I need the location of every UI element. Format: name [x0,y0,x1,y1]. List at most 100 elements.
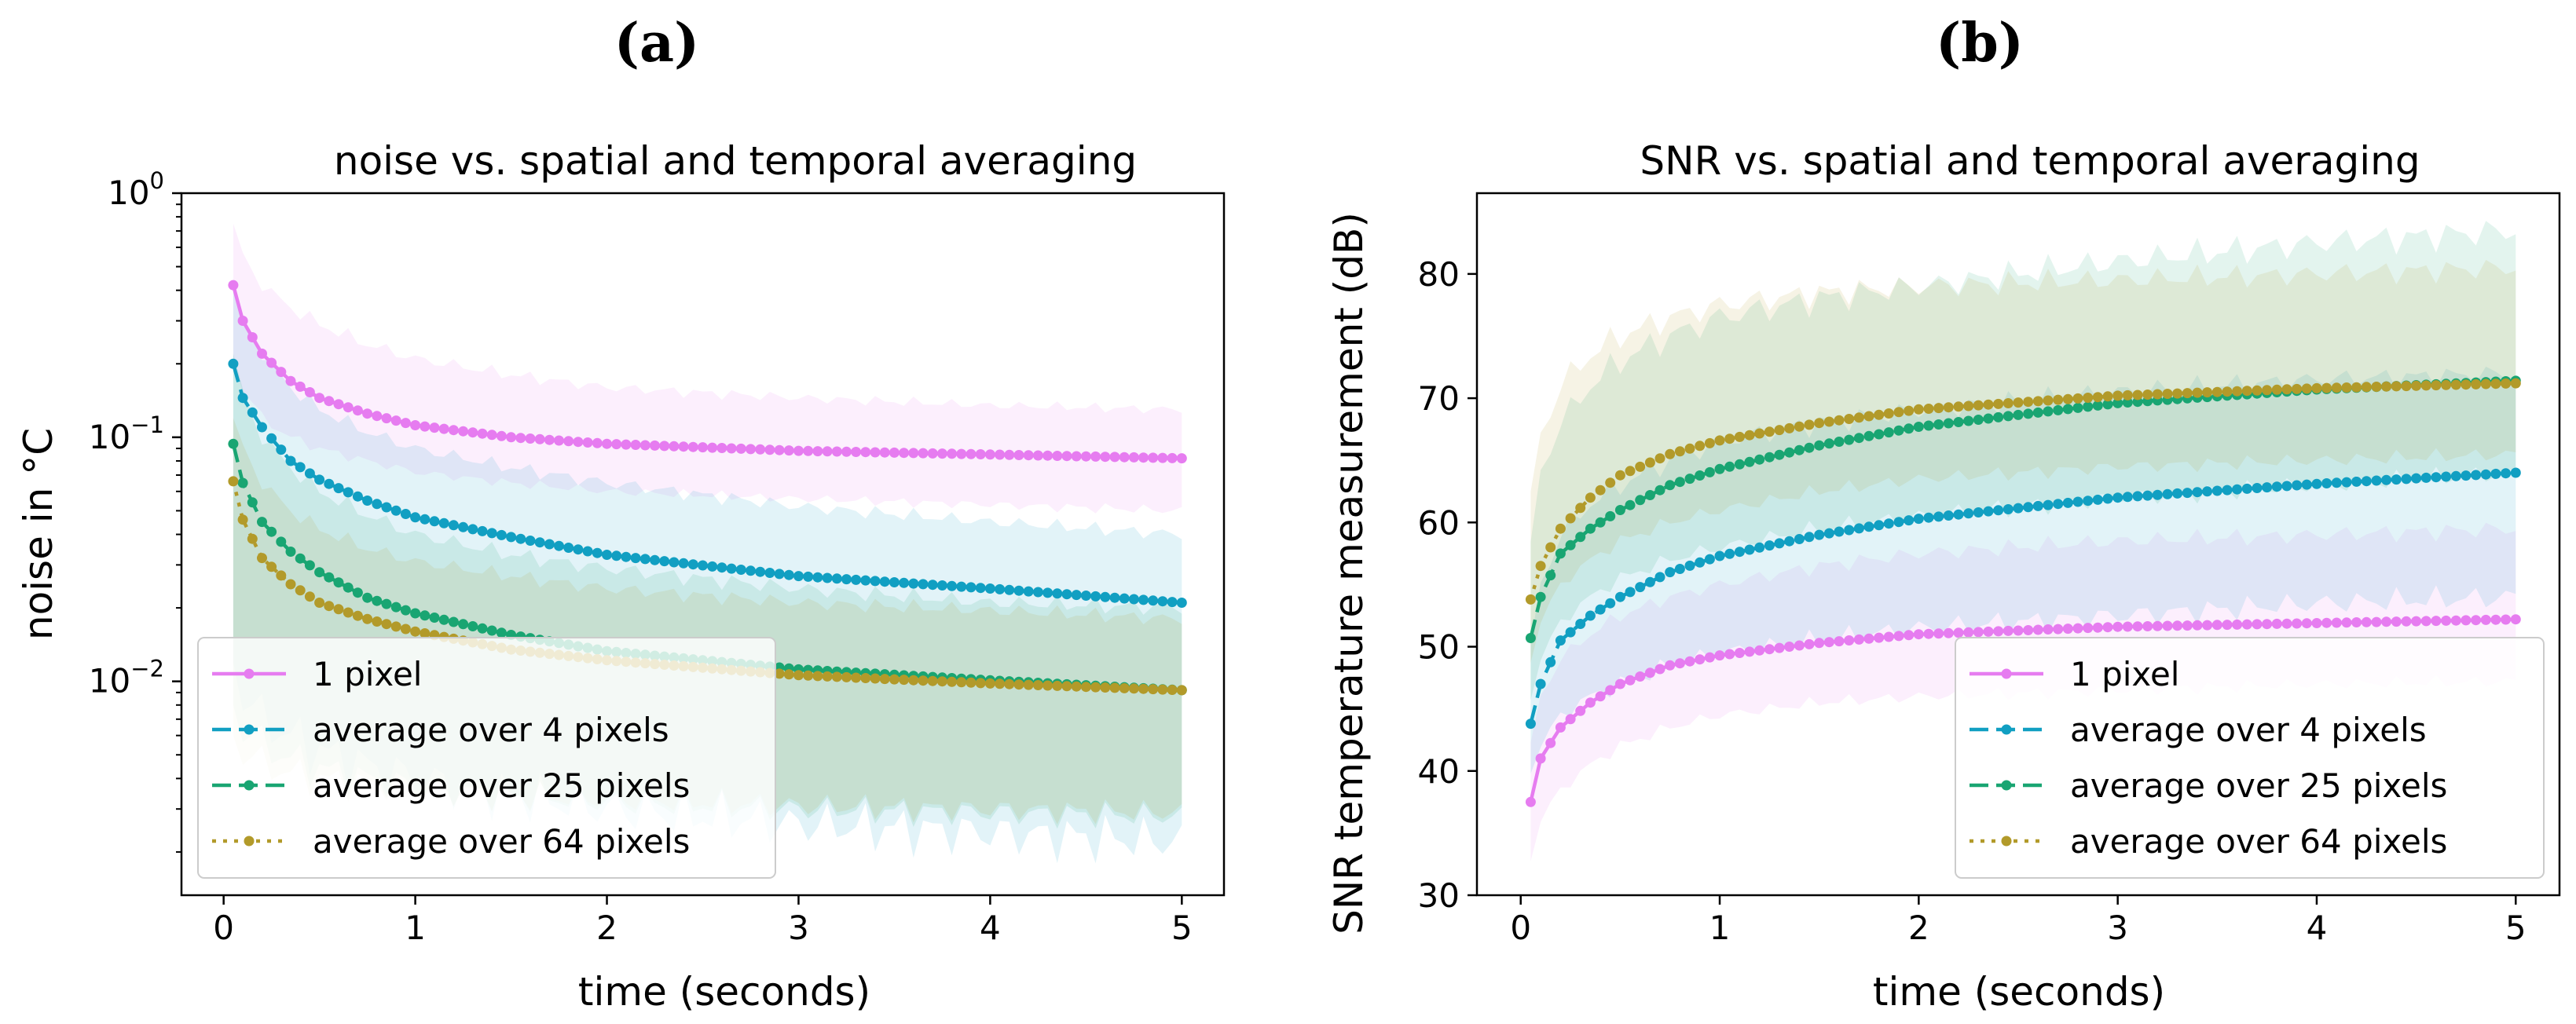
data-point [2023,625,2034,635]
data-point [1874,429,1885,440]
data-point [2112,390,2123,401]
data-point [486,625,497,636]
data-point [496,430,507,441]
snr-chart: SNR vs. spatial and temporal averaging 0… [1326,138,2561,1015]
data-point [1714,435,1725,446]
data-point [1545,542,1556,553]
data-point [372,499,383,510]
data-point [687,441,698,452]
data-point [1823,438,1834,449]
data-point [1904,630,1915,641]
data-point [2301,479,2312,490]
data-point [1933,628,1944,639]
data-point [2013,409,2024,420]
data-point [381,619,392,630]
data-point [1814,440,1825,451]
data-point [851,672,862,683]
data-point [1071,590,1082,601]
data-point [1844,525,1855,536]
data-point [2062,393,2073,404]
data-point [228,280,239,291]
data-point [582,437,593,448]
data-point [362,613,373,624]
data-point [1061,589,1072,600]
data-point [793,670,804,681]
legend-marker [2001,836,2012,847]
data-point [2211,386,2222,397]
data-point [1883,427,1894,438]
data-point [1635,671,1646,682]
data-point [304,468,315,479]
data-point [1695,654,1706,665]
data-point [343,582,354,593]
data-point [1525,719,1536,730]
data-point [390,415,401,426]
data-point [2043,395,2054,406]
data-point [295,381,306,392]
data-point [2053,404,2064,415]
data-point [467,621,478,631]
data-point [2062,497,2073,508]
data-point [554,435,564,446]
data-point [1176,453,1187,464]
data-point [2092,400,2103,411]
data-point [1157,684,1168,695]
data-point [1804,638,1815,649]
snr-chart-title: SNR vs. spatial and temporal averaging [1640,138,2420,184]
data-point [889,577,900,587]
data-point [2152,489,2163,500]
data-point [1090,591,1101,602]
data-point [486,528,497,539]
data-point [1013,585,1024,596]
data-point [1943,402,1954,413]
data-point [2501,378,2512,389]
data-point [1654,572,1665,583]
data-point [1525,633,1536,643]
data-point [400,418,411,429]
legend-label: average over 64 pixels [313,822,690,861]
data-point [956,581,967,592]
data-point [390,602,401,613]
data-point [1100,452,1111,463]
data-point [2381,381,2392,392]
data-point [1754,645,1765,656]
x-tick-label: 1 [1709,909,1731,947]
data-point [2013,397,2024,408]
data-point [1565,627,1576,638]
snr-x-axis-label: time (seconds) [1873,969,2165,1015]
data-point [812,671,823,682]
data-point [1823,528,1834,539]
data-point [448,616,459,627]
data-point [2461,379,2472,390]
data-point [995,678,1006,689]
y-tick-label: 30 [1418,876,1460,915]
data-point [1052,680,1063,691]
data-point [1565,714,1576,725]
data-point [1714,550,1725,561]
data-point [1525,594,1536,605]
data-point [650,554,660,565]
data-point [2311,618,2322,628]
y-tick-label: 10−2 [89,656,164,700]
noise-plot-frame [180,192,1226,897]
data-point [936,448,947,459]
data-point [1774,538,1785,549]
data-point [1665,448,1676,459]
data-point [966,448,977,459]
data-point [2072,496,2083,507]
data-point [1071,451,1082,462]
data-point [2083,393,2094,403]
data-point [2420,380,2431,391]
data-point [2321,382,2332,393]
data-point [2490,614,2501,625]
data-point [1724,548,1735,559]
data-point [343,402,354,413]
data-point [1595,604,1606,615]
data-point [2053,394,2064,405]
data-point [639,554,650,565]
x-tick-label: 5 [1171,909,1193,947]
data-point [458,521,469,532]
data-point [2480,614,2491,625]
data-point [2281,384,2292,395]
data-point [2122,389,2133,400]
